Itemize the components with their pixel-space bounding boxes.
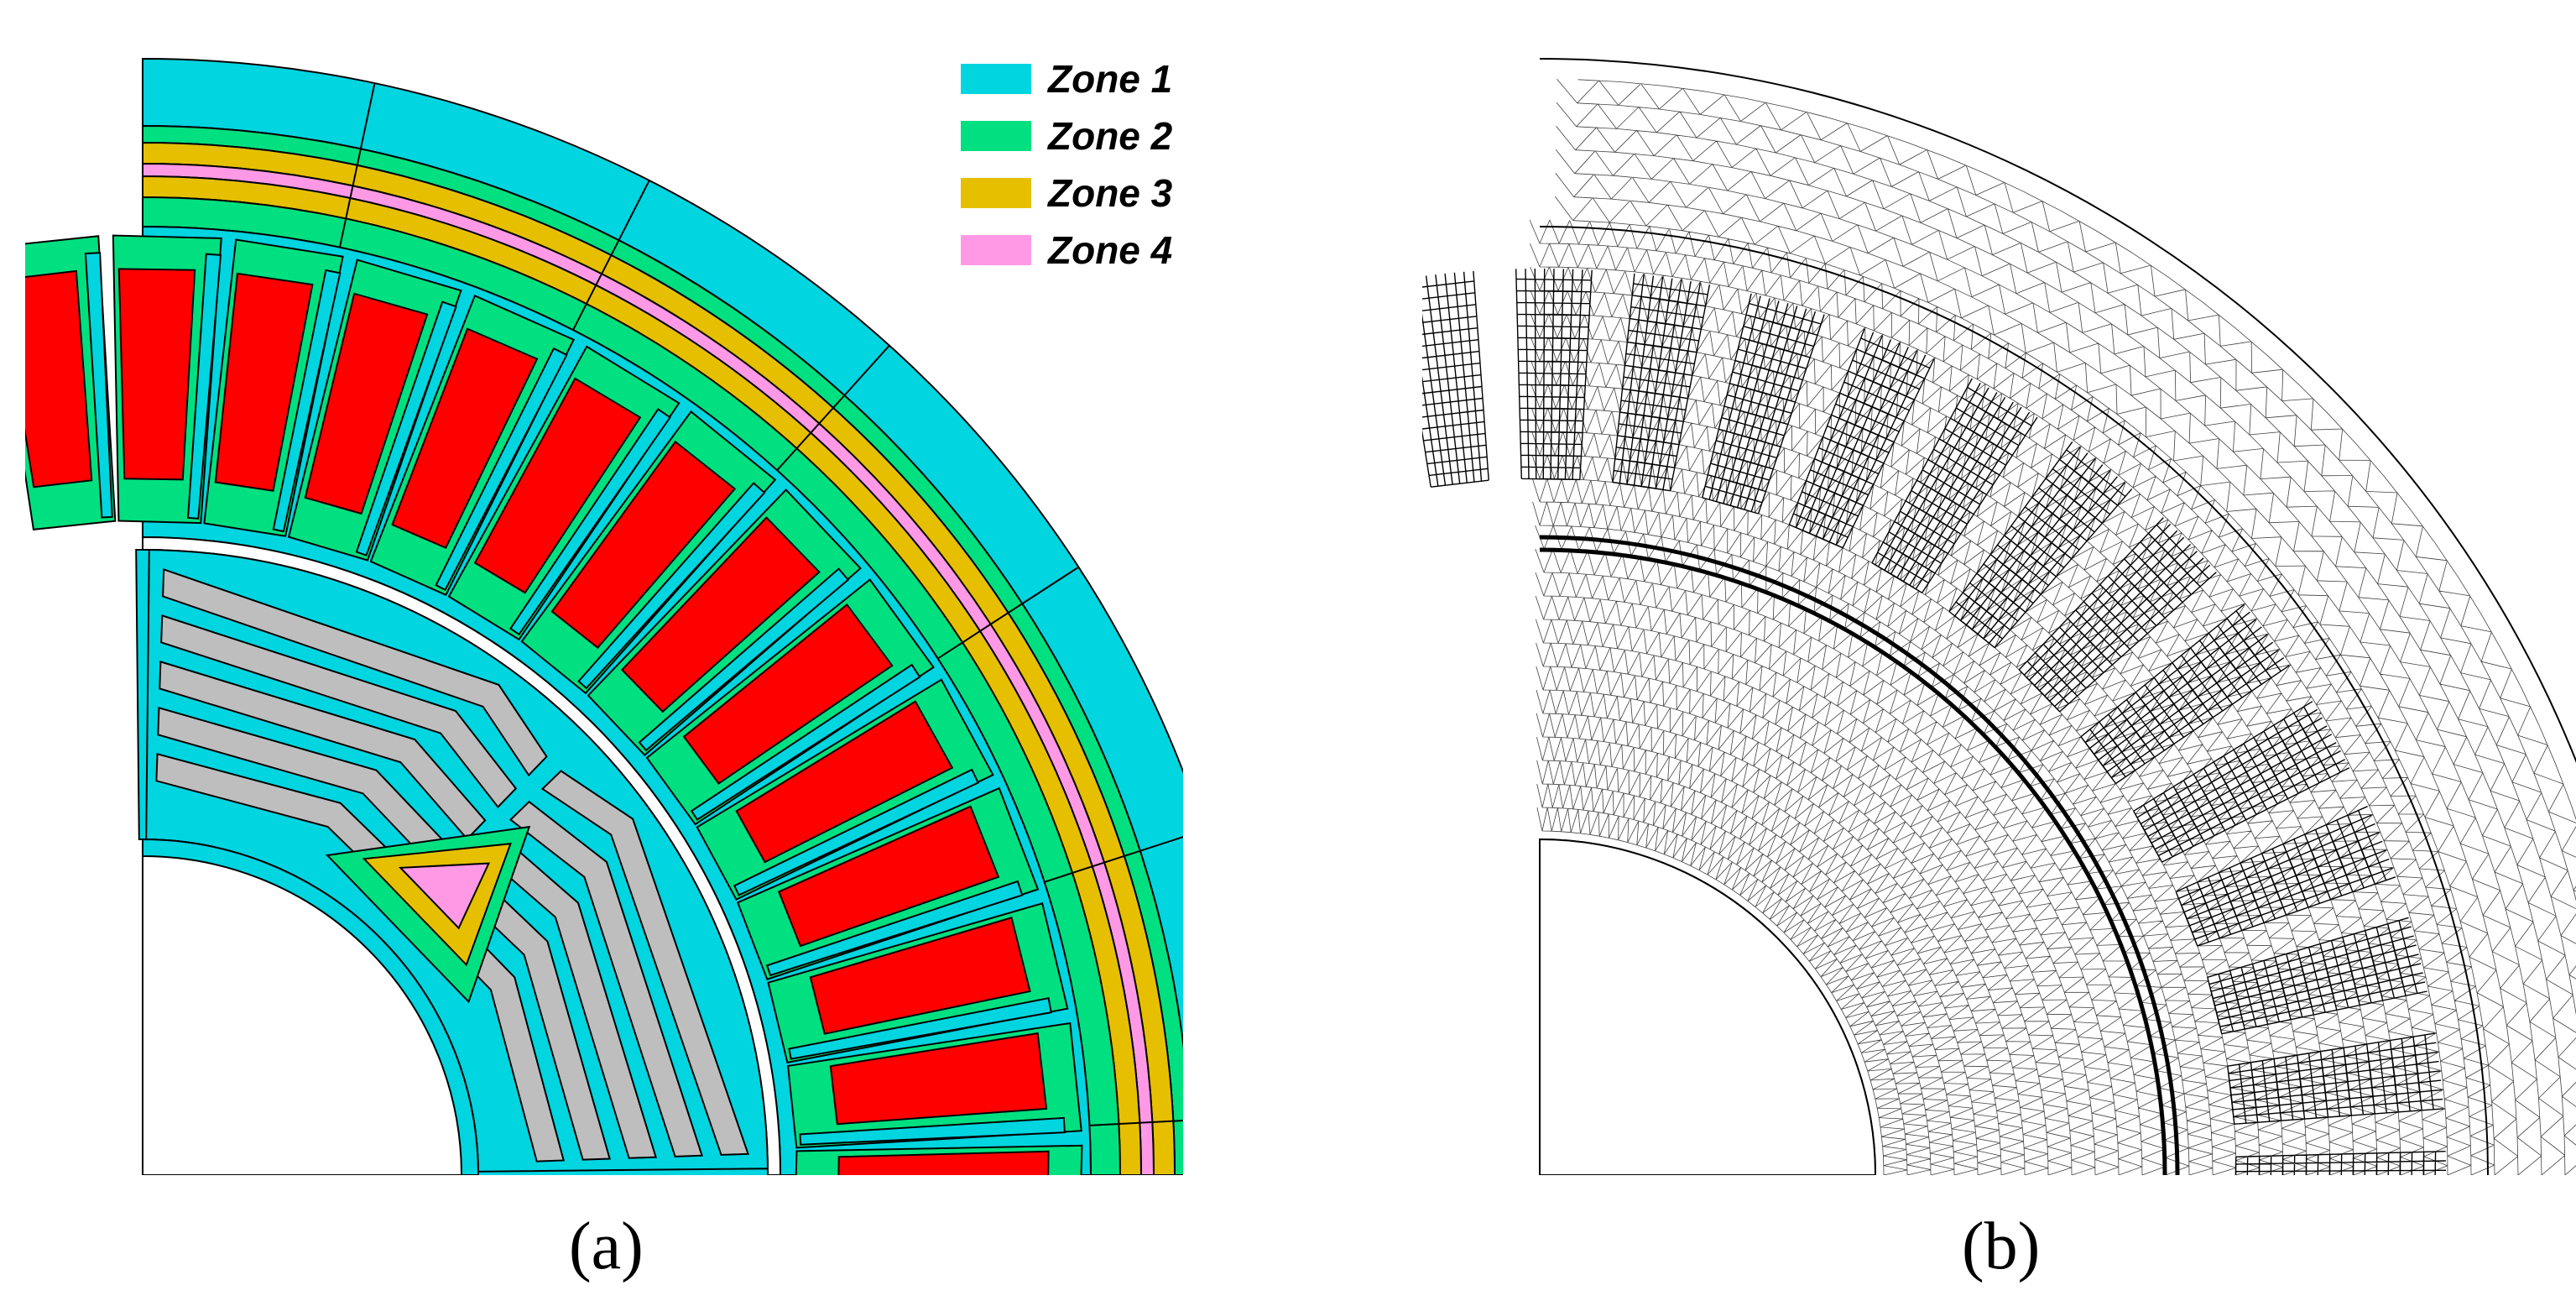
stator-segment-divider (937, 566, 1079, 660)
mesh-diagram-svg (1422, 34, 2576, 1175)
legend-item-zone-1: Zone 1 (961, 50, 1172, 107)
caption-b: (b) (1962, 1210, 2041, 1283)
stator-segment-divider (1044, 836, 1183, 883)
slot-dense-mesh (2133, 701, 2350, 863)
rotor-iron-segment (160, 614, 518, 809)
legend-label-zone-4: Zone 4 (1048, 228, 1173, 272)
shaft-ring-zone-1 (142, 838, 480, 1175)
zone-diagram-svg (25, 34, 1183, 1175)
legend-swatch-zone-4 (961, 235, 1031, 265)
slot-dense-mesh (1515, 268, 1593, 481)
caption-a: (a) (569, 1210, 644, 1283)
slot-wedge-strip (733, 768, 980, 896)
rotor-iron-segment (540, 770, 749, 1156)
slot-dense-mesh (2207, 917, 2427, 1035)
slot-wedge-strip (355, 300, 457, 556)
stator-winding (809, 917, 1031, 1035)
slot-wedge-strip (435, 347, 568, 592)
slot-wedge-strip (187, 253, 222, 520)
stator-winding (682, 603, 894, 785)
legend-swatch-zone-1 (961, 64, 1031, 94)
rotor-iron-segment (159, 661, 487, 840)
zone-legend: Zone 1 Zone 2 Zone 3 Zone 4 (961, 50, 1172, 279)
mesh-boundary-arc (1539, 226, 2489, 1175)
stator-winding (620, 516, 821, 713)
stator-winding (777, 805, 1000, 948)
mesh-boundary-arc (1539, 535, 2180, 1175)
stator-winding (214, 272, 314, 492)
slot-dense-mesh (2175, 806, 2396, 947)
stator-winding (837, 1150, 1050, 1175)
stator-winding (550, 440, 737, 650)
stator-winding (25, 269, 93, 489)
legend-item-zone-4: Zone 4 (961, 222, 1172, 279)
stator-winding (391, 327, 539, 550)
rotor-triangle-zone-4 (399, 862, 491, 930)
stator-winding (829, 1032, 1048, 1126)
stator-segment-divider (776, 344, 890, 471)
slot-wedge-strip (577, 482, 766, 690)
slot-dense-mesh (2080, 603, 2290, 785)
slot-dense-mesh (1871, 378, 2038, 593)
panel-a-zone-diagram: Zone 1 Zone 2 Zone 3 Zone 4 (25, 34, 1183, 1175)
legend-label-zone-2: Zone 2 (1048, 114, 1173, 158)
legend-label-zone-3: Zone 3 (1048, 171, 1173, 215)
stator-winding (304, 292, 429, 515)
panel-b-mesh-diagram (1422, 34, 2576, 1175)
legend-item-zone-3: Zone 3 (961, 165, 1172, 222)
slot-dense-mesh (1948, 441, 2133, 649)
slot-wedge-strip (788, 996, 1052, 1060)
legend-swatch-zone-3 (961, 178, 1031, 208)
slot-dense-mesh (1422, 270, 1489, 488)
stator-winding (117, 268, 196, 481)
stator-segment-divider (1089, 1120, 1183, 1126)
slot-wedge-strip (84, 252, 113, 519)
slot-wedge-strip (799, 1116, 1066, 1146)
stator-segment-divider (338, 82, 376, 248)
mesh-boundary-arc (1539, 547, 2167, 1175)
slot-wedge-strip (509, 408, 671, 636)
slot-wedge-strip (765, 880, 1024, 977)
legend-swatch-zone-2 (961, 121, 1031, 151)
legend-item-zone-2: Zone 2 (961, 107, 1172, 165)
legend-label-zone-1: Zone 1 (1048, 57, 1173, 101)
slot-wedge-strip (638, 567, 850, 752)
mesh-shaft-hole (1539, 838, 1877, 1175)
stator-segment-divider (572, 180, 650, 331)
rotor-rib (135, 549, 150, 841)
mesh-boundary-arc (1539, 58, 2576, 764)
slot-wedge-strip (272, 269, 342, 533)
stator-winding (473, 377, 642, 594)
slot-dense-mesh (1702, 293, 1825, 515)
slot-dense-mesh (1788, 328, 1935, 549)
slot-dense-mesh (2227, 1032, 2444, 1125)
slot-wedge-strip (690, 663, 921, 821)
slot-dense-mesh (1612, 273, 1711, 492)
rotor-iron-segment (162, 568, 548, 777)
slot-dense-mesh (2018, 517, 2217, 713)
slot-dense-mesh (2234, 1151, 2447, 1175)
rotor-iron-segment (508, 800, 703, 1157)
stator-winding (735, 700, 954, 864)
